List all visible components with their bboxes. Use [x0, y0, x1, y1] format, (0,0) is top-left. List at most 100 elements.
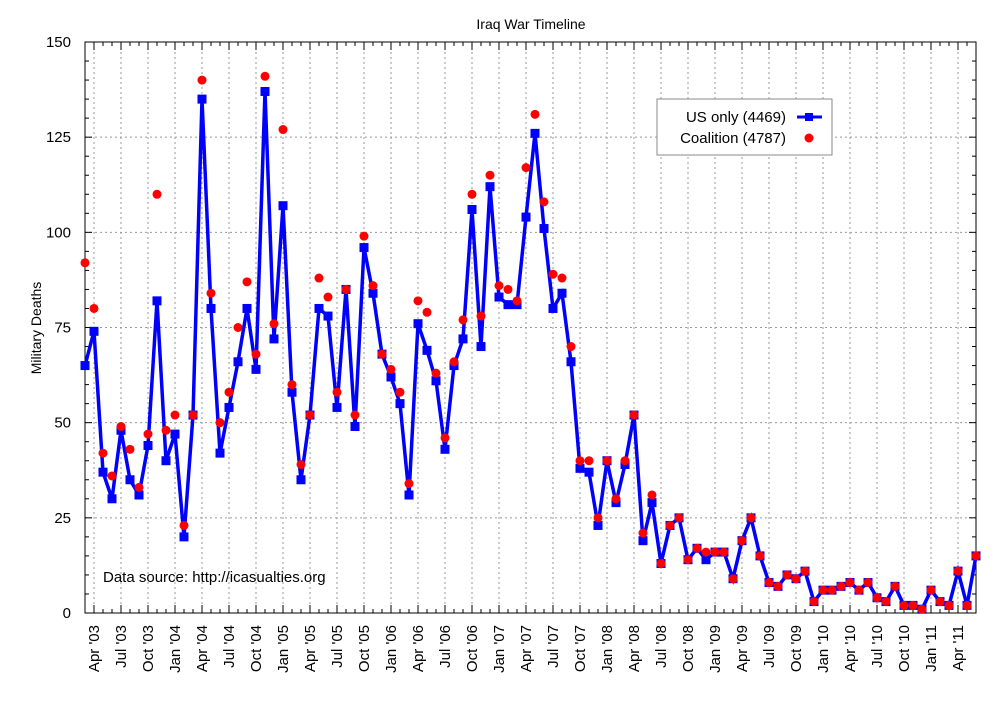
coalition-point: [458, 315, 468, 325]
coalition-point: [404, 479, 414, 489]
us-only-point: [485, 182, 495, 192]
us-only-point: [413, 319, 423, 329]
legend-marker-coalition: [804, 133, 814, 143]
x-tick-label: Jul '09: [761, 625, 778, 668]
x-tick-label: Jan '04: [167, 625, 184, 673]
coalition-point: [359, 231, 369, 241]
coalition-point: [845, 578, 855, 588]
us-only-point: [296, 475, 306, 485]
x-tick-label: Oct '07: [572, 625, 589, 672]
coalition-point: [782, 570, 792, 580]
coalition-point: [161, 425, 171, 435]
us-only-point: [161, 456, 171, 466]
us-only-point: [224, 402, 234, 412]
coalition-point: [962, 600, 972, 610]
coalition-point: [98, 448, 108, 458]
legend: US only (4469) Coalition (4787): [656, 98, 833, 156]
us-only-point: [647, 498, 657, 508]
x-tick-label: Jul '10: [869, 625, 886, 668]
coalition-point: [395, 387, 405, 397]
x-tick-label: Jul '07: [545, 625, 562, 668]
data-source-annotation: Data source: http://icasualties.org: [103, 569, 326, 586]
us-only-point: [494, 292, 504, 302]
x-tick-label: Oct '09: [788, 625, 805, 672]
coalition-point: [701, 547, 711, 557]
coalition-point: [746, 513, 756, 523]
us-only-point: [215, 448, 225, 458]
coalition-point: [125, 444, 135, 454]
us-only-point: [395, 399, 405, 409]
us-only-point: [440, 444, 450, 454]
coalition-point: [278, 125, 288, 135]
us-only-point: [152, 296, 162, 306]
us-only-point: [98, 467, 108, 477]
coalition-point: [521, 163, 531, 173]
coalition-point: [953, 566, 963, 576]
coalition-point: [872, 593, 882, 603]
us-only-point: [584, 467, 594, 477]
x-tick-labels: Apr '03 Jul '03 Oct '03 Jan '04 Apr '04 Jul '…: [86, 625, 967, 673]
coalition-point: [611, 494, 621, 504]
us-only-point: [350, 421, 360, 431]
x-tick-label: Jan '11: [923, 625, 940, 672]
us-only-point: [701, 555, 711, 565]
us-only-point: [260, 86, 270, 96]
y-tick-label: 25: [54, 510, 71, 527]
coalition-point: [215, 418, 225, 428]
coalition-point: [908, 600, 918, 610]
coalition-point: [773, 581, 783, 591]
coalition-point: [116, 421, 126, 431]
us-only-point: [323, 311, 333, 321]
y-tick-label: 0: [63, 605, 71, 622]
coalition-point: [242, 277, 252, 287]
coalition-point: [269, 319, 279, 329]
coalition-point: [296, 460, 306, 470]
us-only-point: [233, 357, 243, 367]
x-tick-label: Apr '06: [410, 625, 427, 672]
x-tick-label: Apr '10: [842, 625, 859, 672]
coalition-point: [170, 410, 180, 420]
us-only-point: [251, 364, 261, 374]
coalition-point: [899, 600, 909, 610]
us-only-point: [107, 494, 117, 504]
x-tick-label: Jan '06: [383, 625, 400, 673]
coalition-point: [791, 574, 801, 584]
x-tick-label: Apr '07: [518, 625, 535, 672]
us-only-point: [467, 204, 477, 214]
us-only-point: [575, 463, 585, 473]
x-tick-label: Oct '10: [896, 625, 913, 672]
coalition-point: [566, 342, 576, 352]
coalition-point: [89, 303, 99, 313]
coalition-point: [584, 456, 594, 466]
coalition-point: [107, 471, 117, 481]
us-only-point: [386, 372, 396, 382]
coalition-point: [332, 387, 342, 397]
coalition-point: [710, 547, 720, 557]
us-only-point: [125, 475, 135, 485]
coalition-point: [620, 456, 630, 466]
coalition-point: [575, 456, 585, 466]
plot-frame: [84, 41, 977, 614]
coalition-point: [737, 536, 747, 546]
x-tick-label: Jul '03: [113, 625, 130, 668]
x-tick-label: Jul '08: [653, 625, 670, 668]
coalition-point: [890, 581, 900, 591]
x-tick-label: Oct '05: [356, 625, 373, 672]
us-only-point: [530, 128, 540, 138]
coalition-point: [449, 357, 459, 367]
coalition-point: [260, 71, 270, 81]
us-only-point: [314, 303, 324, 313]
coalition-point: [638, 528, 648, 538]
coalition-point: [386, 364, 396, 374]
coalition-point: [530, 109, 540, 119]
x-tick-label: Jan '10: [815, 625, 832, 673]
coalition-point: [287, 380, 297, 390]
coalition-point: [251, 349, 261, 359]
us-only-point: [521, 212, 531, 222]
coalition-point: [602, 456, 612, 466]
legend-label-coalition: Coalition (4787): [680, 130, 786, 147]
us-only-point: [242, 303, 252, 313]
coalition-point: [377, 349, 387, 359]
us-only-point: [179, 532, 189, 542]
